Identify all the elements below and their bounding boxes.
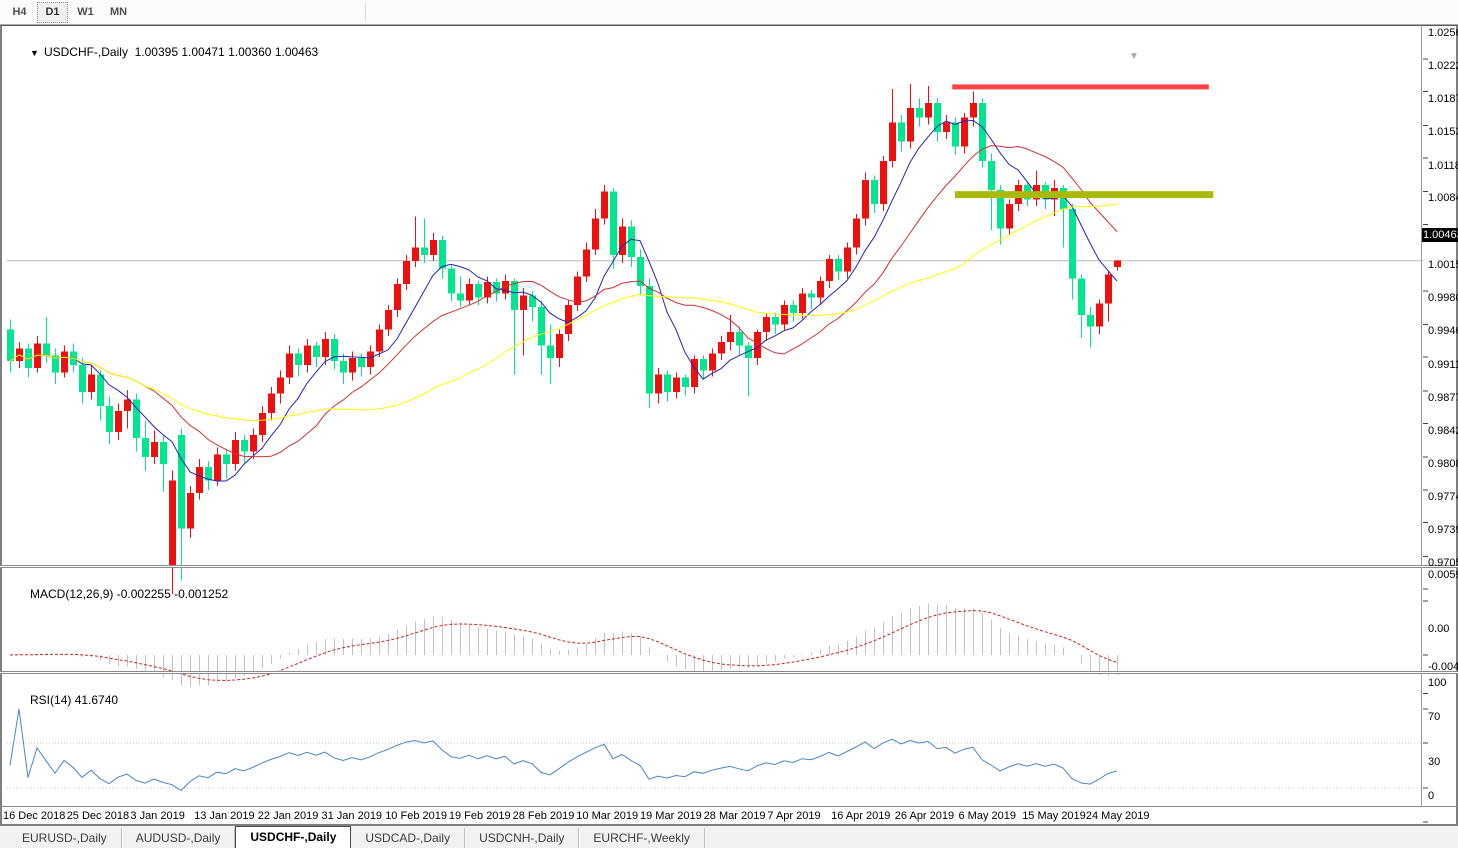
date-axis-label: 16 Apr 2019 — [831, 810, 891, 822]
macd-indicator-label: MACD(12,26,9) -0.002255 -0.001252 — [30, 587, 229, 601]
timeframe-button-mn[interactable]: MN — [109, 6, 128, 18]
rsi-axis-tick: 100 — [1428, 677, 1447, 689]
date-axis-label: 15 May 2019 — [1022, 810, 1086, 822]
chart-symbol-label: USDCHF-,Daily — [43, 45, 128, 59]
rsi-axis-tick: 70 — [1428, 710, 1441, 723]
chart-canvas[interactable] — [2, 26, 1458, 848]
date-axis-label: 16 Dec 2018 — [3, 810, 66, 822]
price-axis-tick: 1.00150 — [1428, 258, 1458, 271]
collapse-chart-icon[interactable]: ▼ — [30, 48, 39, 58]
timeframe-toolbar: H4 D1 W1 MN — [0, 0, 1458, 25]
timeframe-button-d1[interactable]: D1 — [37, 1, 68, 23]
date-axis-label: 25 Dec 2018 — [66, 810, 130, 822]
date-axis-label: 22 Jan 2019 — [257, 810, 319, 822]
price-axis-tick: 0.98770 — [1428, 391, 1458, 404]
macd-panel-separator[interactable] — [0, 565, 1458, 568]
current-price-label: 1.00463 — [1422, 227, 1458, 242]
chart-header: ▼ USDCHF-,Daily 1.00395 1.00471 1.00360 1… — [10, 31, 318, 73]
price-axis-tick: 0.98080 — [1428, 457, 1458, 470]
date-axis-label: 13 Jan 2019 — [194, 810, 255, 822]
resistance-hline[interactable] — [952, 84, 1209, 90]
chart-window[interactable]: ▼ USDCHF-,Daily 1.00395 1.00471 1.00360 1… — [0, 25, 1458, 836]
price-axis-separator — [1421, 25, 1422, 806]
price-axis-tick: 1.01870 — [1428, 93, 1458, 106]
macd-values: -0.002255 -0.001252 — [116, 587, 229, 601]
chart-tab-eurchf[interactable]: EURCHF-,Weekly — [579, 828, 705, 848]
rsi-axis-tick: 30 — [1428, 756, 1441, 769]
toolbar-separator — [365, 3, 366, 21]
price-axis-tick: 0.99800 — [1428, 292, 1458, 305]
date-axis-label: 6 May 2019 — [958, 810, 1016, 822]
price-axis-tick: 1.00840 — [1428, 192, 1458, 205]
chart-tab-usdcnh[interactable]: USDCNH-,Daily — [465, 828, 580, 848]
ohlc-open: 1.00395 — [134, 45, 178, 59]
date-axis-label: 26 Apr 2019 — [894, 810, 955, 822]
date-axis-label: 28 Mar 2019 — [703, 810, 766, 822]
chart-tab-usdcad[interactable]: USDCAD-,Daily — [351, 828, 466, 848]
date-axis-label: 19 Feb 2019 — [448, 810, 511, 822]
ohlc-low: 1.00360 — [228, 45, 272, 59]
macd-axis-tick: 0.00597 — [1428, 568, 1458, 581]
rsi-panel-separator[interactable] — [0, 671, 1458, 674]
price-axis-tick: 1.02560 — [1428, 27, 1458, 39]
macd-axis-tick: -0.00424 — [1428, 661, 1458, 674]
chart-shift-marker-icon[interactable]: ▼ — [1129, 51, 1139, 62]
macd-axis-tick: 0.00 — [1428, 623, 1450, 635]
timeframe-button-w1[interactable]: W1 — [77, 6, 94, 18]
price-axis-tick: 0.99460 — [1428, 325, 1458, 338]
price-axis-tick: 1.01180 — [1428, 159, 1458, 172]
date-axis-label: 7 Apr 2019 — [767, 810, 821, 822]
chart-tab-bar: EURUSD-,Daily AUDUSD-,Daily USDCHF-,Daily U… — [0, 826, 1458, 848]
chart-tab-audusd[interactable]: AUDUSD-,Daily — [122, 828, 236, 848]
timeframe-button-h4[interactable]: H4 — [12, 6, 27, 18]
price-axis-tick: 1.02220 — [1428, 59, 1458, 72]
date-axis-label: 31 Jan 2019 — [321, 810, 383, 822]
date-axis-label: 3 Jan 2019 — [130, 810, 185, 822]
price-axis-tick: 1.01530 — [1428, 126, 1458, 139]
price-axis-tick: 0.98420 — [1428, 425, 1458, 438]
date-axis-label: 24 May 2019 — [1085, 810, 1150, 822]
date-axis-label: 28 Feb 2019 — [512, 810, 575, 822]
date-axis-label: 10 Mar 2019 — [576, 810, 639, 822]
price-axis-tick: 0.97050 — [1428, 557, 1458, 569]
window-bottom-edge — [0, 824, 1458, 826]
price-axis-tick: 0.97390 — [1428, 524, 1458, 537]
rsi-value: 41.6740 — [74, 693, 119, 707]
support-zone-hline[interactable] — [955, 191, 1214, 199]
chart-tab-eurusd[interactable]: EURUSD-,Daily — [8, 828, 122, 848]
chart-tab-usdchf[interactable]: USDCHF-,Daily — [235, 826, 352, 848]
date-axis-label: 19 Mar 2019 — [640, 810, 702, 822]
date-axis-label: 10 Feb 2019 — [385, 810, 447, 822]
price-axis-tick: 0.97740 — [1428, 490, 1458, 503]
date-axis-separator — [0, 806, 1458, 807]
ohlc-high: 1.00471 — [181, 45, 225, 59]
rsi-axis-tick: 0 — [1428, 790, 1435, 802]
rsi-indicator-label: RSI(14) 41.6740 — [30, 693, 119, 707]
ohlc-close: 1.00463 — [274, 45, 319, 59]
